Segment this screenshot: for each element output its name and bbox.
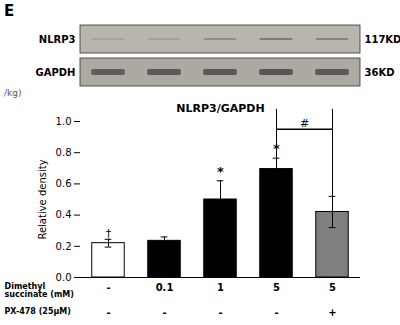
svg-text:NLRP3: NLRP3 — [39, 34, 76, 45]
svg-text:0.6: 0.6 — [56, 178, 72, 189]
svg-text:-: - — [274, 307, 278, 318]
svg-text:-: - — [162, 307, 166, 318]
svg-text:+: + — [328, 307, 336, 318]
svg-text:*: * — [217, 164, 224, 179]
svg-text:NLRP3/GAPDH: NLRP3/GAPDH — [176, 102, 264, 115]
svg-text:-: - — [106, 282, 110, 293]
svg-text:1: 1 — [217, 282, 224, 293]
svg-text:117KD: 117KD — [365, 34, 400, 45]
svg-text:Relative density: Relative density — [37, 159, 48, 239]
html-text:/kg): /kg) — [4, 88, 22, 98]
svg-text:0.8: 0.8 — [56, 147, 72, 158]
svg-text:GAPDH: GAPDH — [36, 67, 76, 78]
svg-text:0.1: 0.1 — [156, 282, 174, 293]
svg-text:36KD: 36KD — [365, 67, 395, 78]
svg-text:5: 5 — [329, 282, 336, 293]
svg-text:#: # — [300, 117, 309, 130]
svg-text:-: - — [218, 307, 222, 318]
svg-text:5: 5 — [273, 282, 280, 293]
svg-text:0.2: 0.2 — [56, 241, 72, 252]
svg-text:†: † — [106, 227, 112, 240]
svg-text:1.0: 1.0 — [56, 116, 72, 127]
svg-text:PX-478 (25μM): PX-478 (25μM) — [5, 307, 71, 316]
svg-text:0.4: 0.4 — [56, 209, 72, 220]
svg-text:-: - — [106, 307, 110, 318]
svg-text:0.0: 0.0 — [56, 272, 72, 283]
html-text:E: E — [4, 2, 15, 20]
svg-text:Dimethylsuccinate (mM): Dimethylsuccinate (mM) — [5, 282, 74, 299]
